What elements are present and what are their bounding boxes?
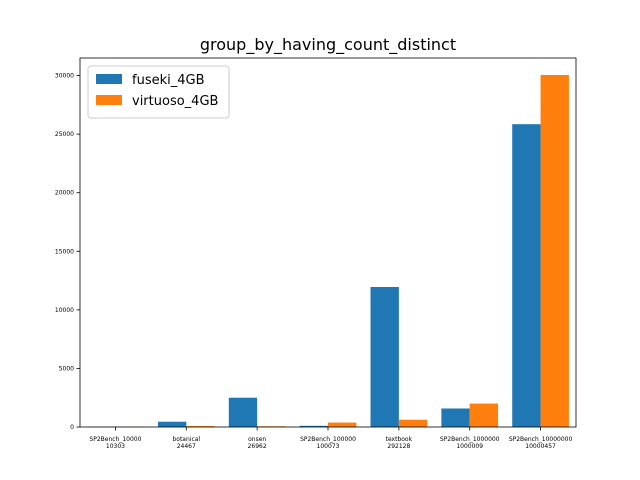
bar-fuseki_4GB-1 <box>157 421 187 427</box>
bar-fuseki_4GB-5 <box>441 408 470 427</box>
x-tick-label-3-1: 100073 <box>317 443 340 450</box>
bars-group <box>87 74 569 427</box>
y-tick-label-5: 25000 <box>55 131 74 138</box>
x-tick-label-6-1: 10000457 <box>525 443 556 450</box>
x-tick-label-1-0: botanical <box>172 436 200 443</box>
y-tick-label-6: 30000 <box>55 73 74 80</box>
bar-virtuoso_4GB-5 <box>469 403 499 427</box>
y-tick-label-4: 20000 <box>55 190 74 197</box>
bar-virtuoso_4GB-4 <box>398 419 428 427</box>
axes-group: 0 5000 10000 15000 20000 25000 30000 SP2Bench_1… <box>55 57 577 450</box>
bar-virtuoso_4GB-6 <box>540 74 569 427</box>
y-tick-label-3: 15000 <box>55 248 74 255</box>
legend-label-fuseki_4GB: fuseki_4GB <box>132 73 205 88</box>
legend-swatch-virtuoso_4GB <box>96 95 122 105</box>
y-tick-label-1: 5000 <box>59 365 74 372</box>
x-tick-label-4-0: textbook <box>386 436 413 443</box>
x-tick-label-3-0: SP2Bench_100000 <box>300 436 356 443</box>
bar-fuseki_4GB-2 <box>228 397 258 427</box>
bar-fuseki_4GB-3 <box>299 425 328 427</box>
legend-box <box>87 65 230 119</box>
x-tick-label-0-0: SP2Bench_10000 <box>89 436 141 443</box>
legend-swatch-fuseki_4GB <box>96 74 122 84</box>
x-tick-label-2-0: onsen <box>248 436 266 443</box>
x-tick-label-5-1: 1000009 <box>456 443 483 450</box>
x-tick-label-6-0: SP2Bench_10000000 <box>509 436 573 443</box>
legend-label-virtuoso_4GB: virtuoso_4GB <box>132 94 218 109</box>
x-tick-label-2-1: 26962 <box>248 443 267 450</box>
x-tick-label-5-0: SP2Bench_1000000 <box>440 436 500 443</box>
y-tick-label-2: 10000 <box>55 307 74 314</box>
chart-title: group_by_having_count_distinct <box>200 35 456 55</box>
x-tick-label-4-1: 292128 <box>387 443 410 450</box>
bar-virtuoso_4GB-1 <box>186 426 215 427</box>
bar-fuseki_4GB-6 <box>512 124 541 427</box>
bar-virtuoso_4GB-3 <box>328 422 357 427</box>
x-tick-label-0-1: 10303 <box>106 443 125 450</box>
y-tick-label-0: 0 <box>70 424 74 431</box>
x-tick-label-1-1: 24467 <box>177 443 196 450</box>
legend: fuseki_4GB virtuoso_4GB <box>87 65 230 119</box>
bar-fuseki_4GB-4 <box>370 287 399 427</box>
